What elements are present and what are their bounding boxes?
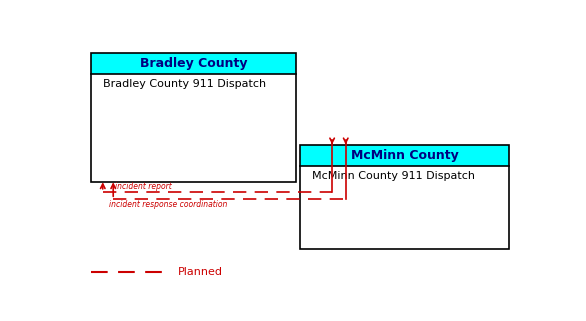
Bar <box>300 166 509 248</box>
Bar <box>91 53 296 182</box>
Text: Bradley County 911 Dispatch: Bradley County 911 Dispatch <box>103 79 266 89</box>
Bar <box>91 53 296 74</box>
Text: incident report: incident report <box>115 182 172 191</box>
Bar <box>300 145 509 166</box>
Text: McMinn County: McMinn County <box>351 149 459 162</box>
Text: Planned: Planned <box>178 267 223 277</box>
Text: McMinn County 911 Dispatch: McMinn County 911 Dispatch <box>312 171 475 181</box>
Text: Bradley County: Bradley County <box>140 57 247 70</box>
Text: incident response coordination: incident response coordination <box>108 200 227 209</box>
Bar <box>300 145 509 248</box>
Bar <box>91 74 296 182</box>
